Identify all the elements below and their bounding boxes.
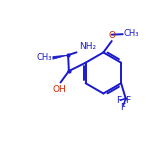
Polygon shape <box>53 55 68 59</box>
Text: F: F <box>125 96 130 105</box>
Text: F: F <box>116 96 121 105</box>
Text: F: F <box>120 103 126 112</box>
Text: OH: OH <box>53 85 67 94</box>
Text: NH₂: NH₂ <box>79 41 96 50</box>
Text: CH₃: CH₃ <box>36 53 52 62</box>
Text: CH₃: CH₃ <box>124 29 139 38</box>
Text: O: O <box>108 31 115 40</box>
